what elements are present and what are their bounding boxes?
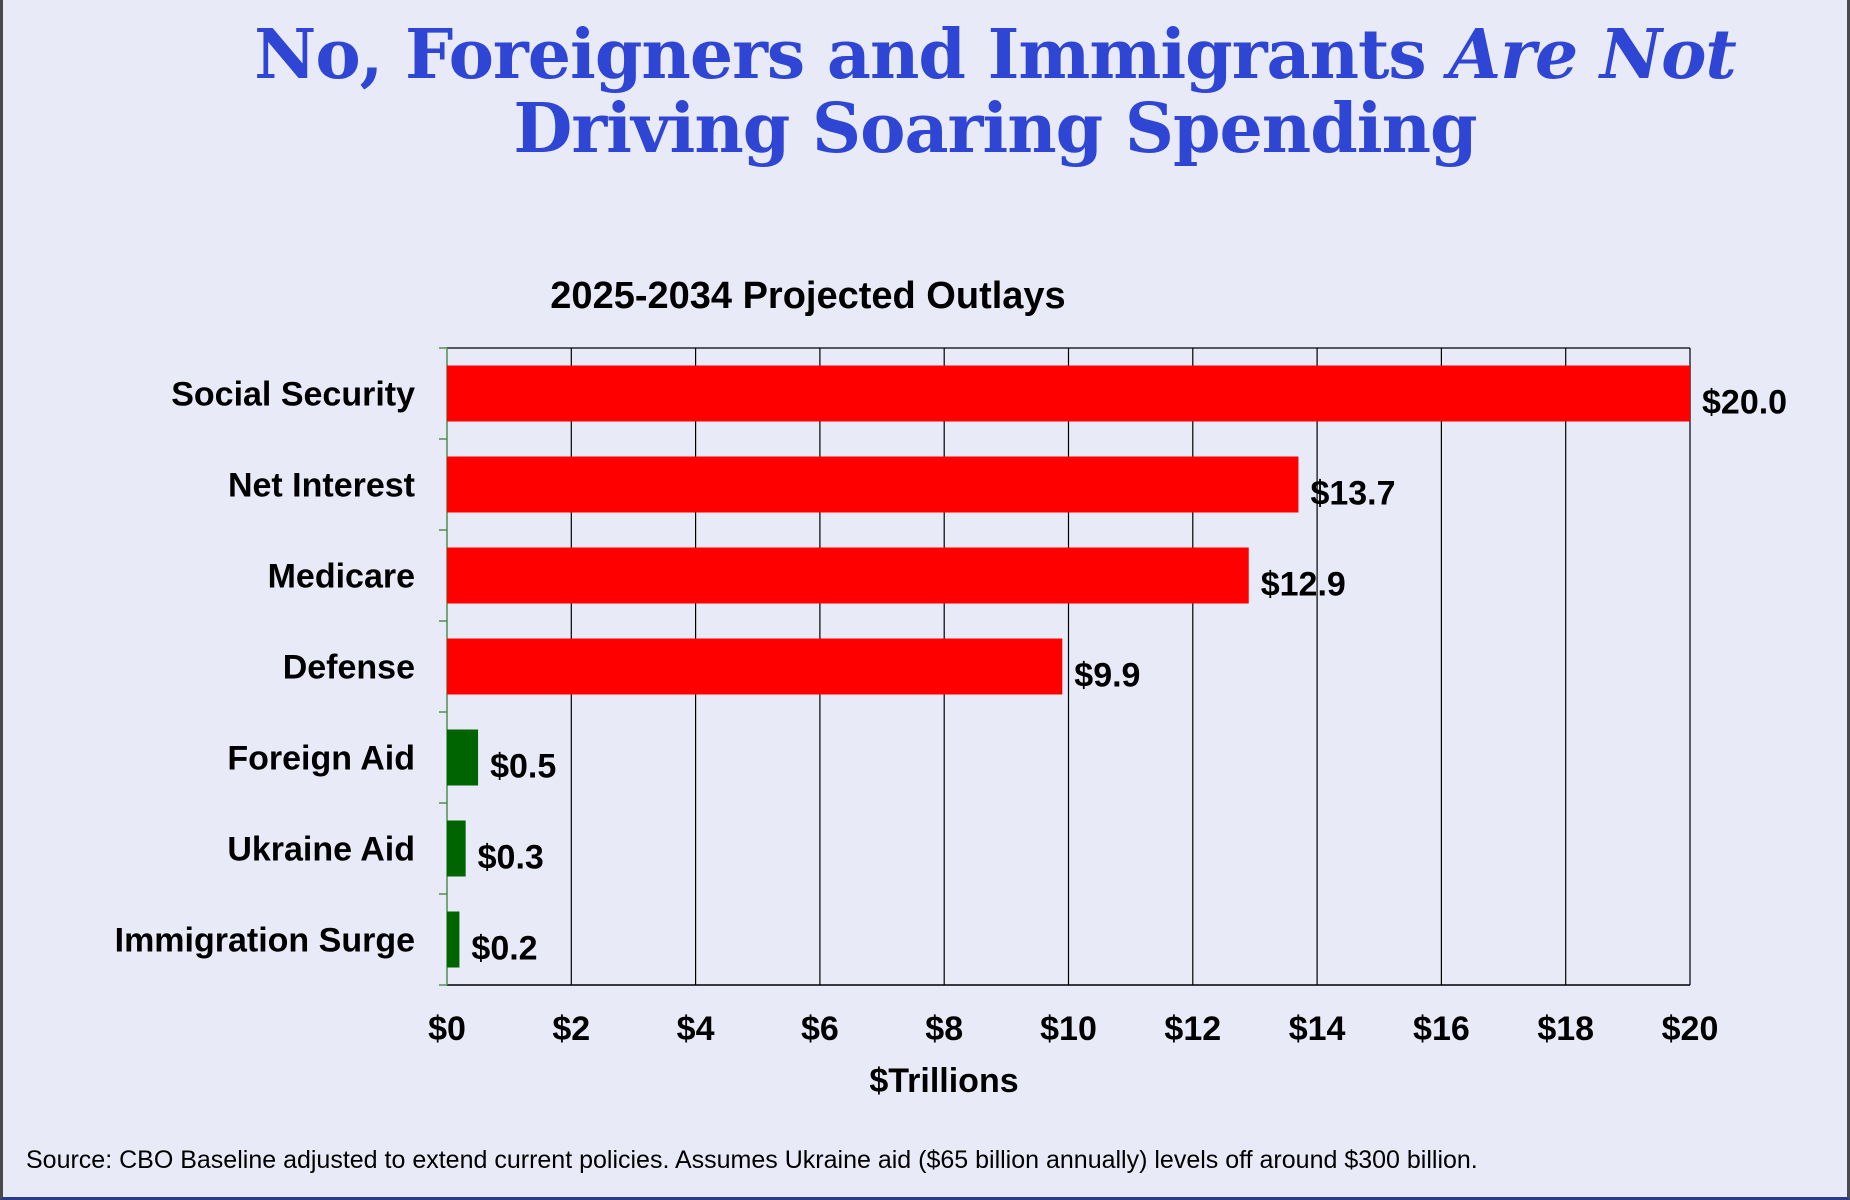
data-label: $0.2 [471,930,537,968]
category-label: Defense [283,649,415,687]
bar [447,638,1063,695]
x-tick-label: $10 [1040,1010,1097,1048]
x-axis-label: $Trillions [869,1062,1018,1100]
x-tick-label: $8 [925,1010,963,1048]
data-label: $9.9 [1074,657,1140,695]
x-tick-label: $18 [1537,1010,1594,1048]
headline-line2: Driving Soaring Spending [513,89,1477,169]
data-label: $12.9 [1261,566,1346,604]
category-label: Social Security [171,376,415,414]
chart-title: 2025-2034 Projected Outlays [550,275,1065,317]
headline: No, Foreigners and Immigrants Are Not Dr… [180,18,1810,166]
headline-line1-plain: No, Foreigners and Immigrants [254,15,1449,95]
source-note: Source: CBO Baseline adjusted to extend … [26,1146,1478,1174]
x-tick-label: $20 [1662,1010,1719,1048]
data-label: $20.0 [1702,384,1787,422]
bar [447,820,466,877]
data-label: $13.7 [1310,475,1395,513]
x-tick-label: $2 [552,1010,590,1048]
data-label: $0.3 [478,839,544,877]
headline-line1: No, Foreigners and Immigrants Are Not [254,15,1737,95]
category-label: Medicare [268,558,415,596]
x-tick-label: $16 [1413,1010,1470,1048]
bar [447,911,460,968]
bar [447,729,479,786]
bar [447,547,1249,604]
category-label: Net Interest [228,467,415,505]
x-tick-label: $4 [677,1010,715,1048]
x-tick-label: $0 [428,1010,466,1048]
category-label: Ukraine Aid [227,831,415,869]
data-label: $0.5 [490,748,556,786]
x-tick-label: $6 [801,1010,839,1048]
headline-line1-emphasis: Are Not [1448,15,1736,95]
bar [447,456,1299,513]
x-tick-label: $14 [1289,1010,1346,1048]
category-label: Foreign Aid [227,740,415,778]
x-tick-label: $12 [1164,1010,1221,1048]
bar [447,365,1690,422]
category-label: Immigration Surge [115,922,415,960]
